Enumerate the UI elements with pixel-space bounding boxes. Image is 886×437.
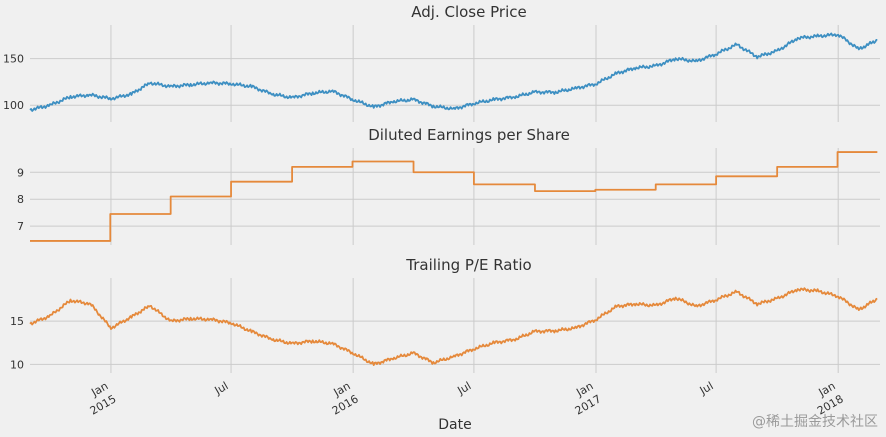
y-tick-label: 15	[10, 315, 24, 328]
series-line	[29, 287, 878, 366]
y-tick-label: 9	[17, 166, 24, 179]
series-line	[30, 151, 878, 242]
series-line	[29, 32, 878, 112]
chart-panel-1: 100 150 Adj. Close Price	[3, 3, 880, 122]
x-tick-label: Jul	[697, 379, 716, 397]
y-tick-label: 8	[17, 193, 24, 206]
x-tick-year-label: 2016	[330, 392, 361, 417]
x-tick-year-label: 2015	[88, 392, 119, 417]
chart-panel-2: 7 8 9 Diluted Earnings per Share	[17, 126, 880, 245]
y-tick-label: 150	[3, 53, 24, 66]
chart-panel-3: 10 15 Trailing P/E Ratio	[10, 256, 880, 373]
x-tick-year-label: 2017	[573, 392, 604, 417]
x-tick-label: Jul	[455, 379, 474, 397]
panel-title: Adj. Close Price	[411, 3, 526, 21]
y-tick-label: 7	[17, 220, 24, 233]
panel-title: Diluted Earnings per Share	[368, 126, 570, 144]
panel-title: Trailing P/E Ratio	[405, 256, 531, 274]
x-axis-label: Date	[438, 417, 471, 433]
y-tick-label: 100	[3, 99, 24, 112]
x-tick-label: Jul	[212, 379, 231, 397]
y-tick-label: 10	[10, 358, 24, 371]
watermark-text: @稀土掘金技术社区	[752, 414, 878, 430]
